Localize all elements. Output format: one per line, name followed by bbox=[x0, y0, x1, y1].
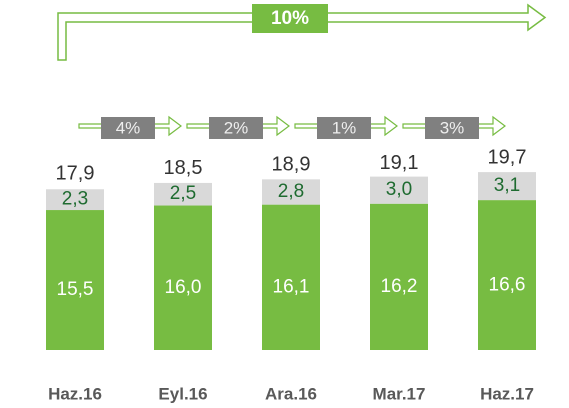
total-label: 19,1 bbox=[380, 152, 419, 174]
total-label: 18,5 bbox=[164, 157, 203, 179]
x-tick-label: Haz.17 bbox=[480, 384, 534, 403]
growth-box bbox=[425, 117, 479, 139]
value-label: 16,0 bbox=[165, 277, 202, 298]
growth-label: 2% bbox=[224, 118, 249, 137]
growth-label: 1% bbox=[332, 118, 357, 137]
value-label: 2,5 bbox=[170, 183, 196, 204]
value-label: 15,5 bbox=[57, 279, 94, 300]
bar-segment bbox=[370, 203, 428, 350]
bar-segment bbox=[478, 172, 536, 201]
total-growth-box bbox=[252, 4, 328, 33]
x-tick-label: Eyl.16 bbox=[158, 384, 207, 403]
value-label: 16,1 bbox=[273, 277, 310, 298]
total-label: 18,9 bbox=[272, 154, 311, 176]
x-tick-label: Ara.16 bbox=[265, 384, 317, 403]
value-label: 2,8 bbox=[278, 181, 304, 202]
value-label: 3,1 bbox=[494, 175, 520, 196]
value-label: 3,0 bbox=[386, 179, 412, 200]
growth-box bbox=[101, 117, 155, 139]
growth-label: 4% bbox=[116, 118, 141, 137]
bar-segment bbox=[370, 176, 428, 204]
bar-segment bbox=[46, 189, 104, 211]
total-label: 19,7 bbox=[488, 146, 527, 168]
growth-box bbox=[317, 117, 371, 139]
growth-box bbox=[209, 117, 263, 139]
value-label: 16,2 bbox=[381, 276, 418, 297]
x-tick-label: Mar.17 bbox=[373, 384, 426, 403]
growth-label: 3% bbox=[440, 118, 465, 137]
bar-segment bbox=[154, 182, 212, 206]
bar-segment bbox=[478, 200, 536, 350]
value-label: 2,3 bbox=[62, 189, 88, 210]
bar-segment bbox=[154, 205, 212, 350]
bar-segment bbox=[46, 210, 104, 350]
bar-segment bbox=[262, 179, 320, 205]
total-growth-label: 10% bbox=[271, 8, 309, 29]
total-label: 17,9 bbox=[56, 163, 95, 185]
value-label: 16,6 bbox=[489, 275, 526, 296]
bar-segment bbox=[262, 204, 320, 350]
x-tick-label: Haz.16 bbox=[48, 384, 102, 403]
